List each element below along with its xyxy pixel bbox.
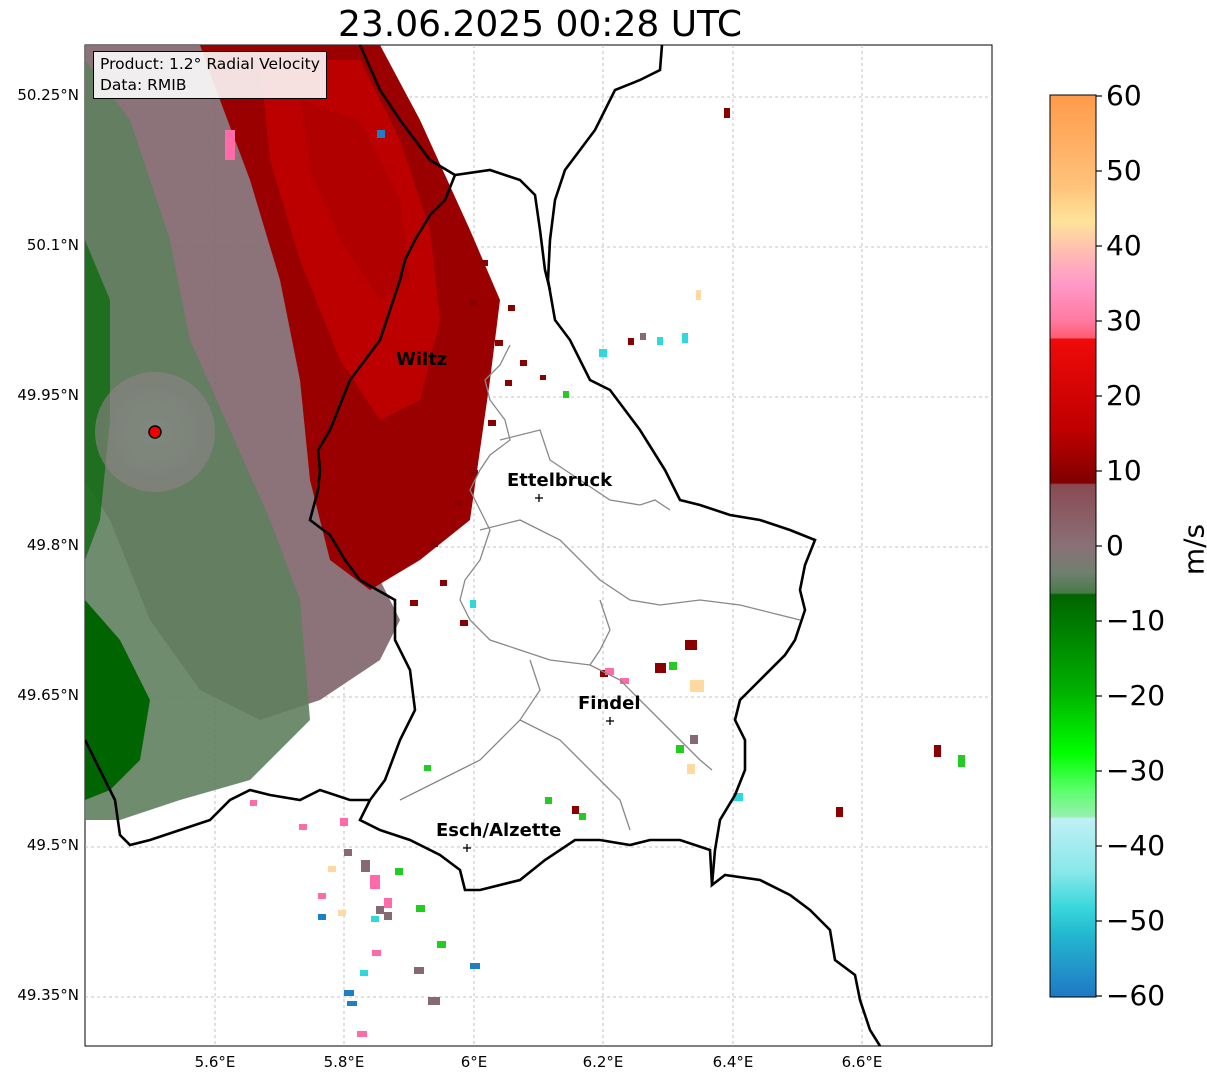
echo-scatter-blue xyxy=(318,130,480,1006)
colorbar-tick-label: 30 xyxy=(1106,304,1142,337)
colorbar-tick-label: 0 xyxy=(1106,529,1124,562)
radar-echoes xyxy=(85,45,965,1037)
colorbar-tick-label: 50 xyxy=(1106,154,1142,187)
echo-scatter-peach xyxy=(328,290,704,916)
border-belgium xyxy=(85,45,552,847)
echo-scatter-cyan xyxy=(360,333,743,976)
lon-label: 6.6°E xyxy=(841,1053,883,1071)
city-label-wiltz: Wiltz xyxy=(396,349,448,370)
data-source-label: Data: RMIB xyxy=(100,76,187,94)
lon-label: 6°E xyxy=(460,1053,488,1071)
lon-label: 6.2°E xyxy=(582,1053,624,1071)
colorbar-tick-label: −60 xyxy=(1106,979,1166,1012)
echo-scatter-pink xyxy=(225,130,629,1037)
city-label-findel: Findel xyxy=(578,693,641,714)
borders xyxy=(85,45,882,1046)
city-markers xyxy=(463,494,614,852)
colorbar-tick-label: −30 xyxy=(1106,754,1166,787)
map-title: 23.06.2025 00:28 UTC xyxy=(337,4,743,45)
lon-label: 5.6°E xyxy=(194,1053,236,1071)
lat-label: 49.35°N xyxy=(17,986,79,1004)
colorbar-tick-label: 40 xyxy=(1106,229,1142,262)
echo-scatter-green xyxy=(395,391,965,948)
lat-label: 49.8°N xyxy=(26,536,79,554)
esch-marker xyxy=(463,844,471,852)
city-label-ettelbruck: Ettelbruck xyxy=(507,470,613,491)
colorbar-ticks xyxy=(1096,95,1102,997)
echo-scatter xyxy=(410,108,941,817)
lat-label: 50.25°N xyxy=(17,86,79,104)
colorbar-tick-label: 60 xyxy=(1106,79,1142,112)
colorbar-tick-label: −10 xyxy=(1106,604,1166,637)
border-germany xyxy=(546,45,882,1046)
lat-label: 50.1°N xyxy=(26,236,79,254)
colorbar-tick-label: −50 xyxy=(1106,904,1166,937)
info-box: Product: 1.2° Radial Velocity Data: RMIB xyxy=(93,51,327,99)
ettelbruck-marker xyxy=(535,494,543,502)
colorbar-tick-label: 20 xyxy=(1106,379,1142,412)
colorbar-tick-label: −40 xyxy=(1106,829,1166,862)
lat-label: 49.5°N xyxy=(26,836,79,854)
echo-dark-green xyxy=(85,600,150,800)
echo-scatter-mauve xyxy=(344,333,698,1005)
colorbar-tick-label: −20 xyxy=(1106,679,1166,712)
lon-label: 5.8°E xyxy=(323,1053,365,1071)
findel-marker xyxy=(606,717,614,725)
colorbar-tick-label: 10 xyxy=(1106,454,1142,487)
colorbar xyxy=(1049,94,1097,998)
lon-label: 6.4°E xyxy=(712,1053,754,1071)
product-label: Product: 1.2° Radial Velocity xyxy=(100,55,320,73)
radar-site-marker xyxy=(148,425,162,439)
canton-borders xyxy=(399,344,801,831)
border-france xyxy=(358,799,714,892)
colorbar-unit-label: m/s xyxy=(1177,523,1207,576)
lat-label: 49.95°N xyxy=(17,386,79,404)
lat-label: 49.65°N xyxy=(17,686,79,704)
city-label-esch: Esch/Alzette xyxy=(436,820,562,841)
